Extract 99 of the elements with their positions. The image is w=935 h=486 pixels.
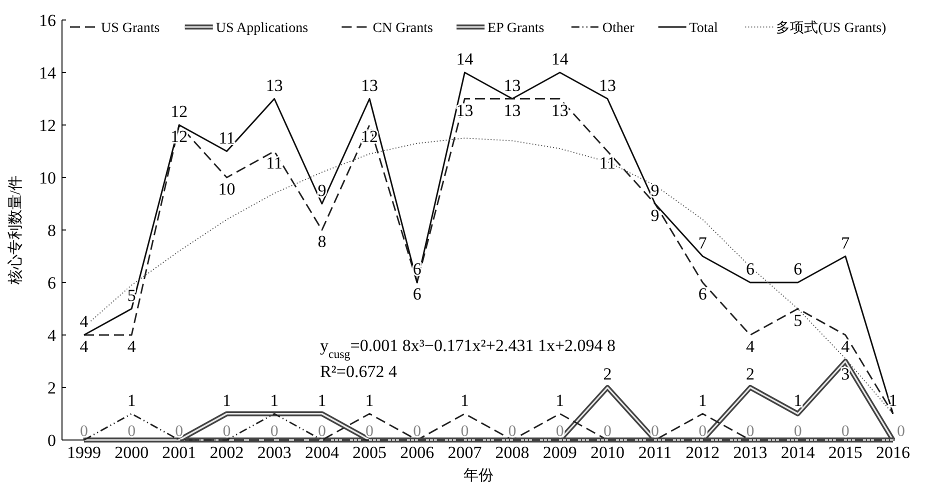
x-tick-label: 2013 bbox=[733, 443, 768, 462]
annotation: 0 bbox=[841, 423, 850, 440]
y-tick-label: 16 bbox=[39, 10, 56, 30]
data-label: 1 bbox=[318, 390, 326, 410]
annotation: 0 bbox=[698, 423, 707, 440]
legend-label: EP Grants bbox=[488, 21, 544, 36]
data-label: 7 bbox=[841, 233, 850, 252]
data-label: 5 bbox=[794, 310, 802, 330]
data-label: 3 bbox=[841, 364, 850, 384]
data-label: 13 bbox=[551, 100, 568, 120]
annotation: R²=0.672 4 bbox=[320, 362, 398, 381]
x-axis-title: 年份 bbox=[464, 467, 494, 484]
legend-label: US Grants bbox=[101, 21, 160, 36]
annotation: 0 bbox=[128, 423, 136, 440]
data-label: 13 bbox=[504, 76, 521, 95]
data-label: 1 bbox=[556, 390, 564, 410]
annotation: 0 bbox=[603, 423, 612, 440]
data-label: 13 bbox=[266, 76, 283, 95]
annotation: 0 bbox=[556, 423, 564, 440]
x-tick-label: 2011 bbox=[638, 443, 672, 462]
data-label: 12 bbox=[170, 102, 188, 121]
annotation: y$_{cusg}$=0.001 8x³−0.171x²+2.431 1x+2.094 8 bbox=[320, 336, 616, 361]
legend-label: 多项式(US Grants) bbox=[776, 20, 887, 36]
data-label: 14 bbox=[456, 50, 474, 68]
data-label: 1 bbox=[270, 390, 279, 410]
legend-label: Total bbox=[689, 21, 718, 36]
annotation: 0 bbox=[460, 423, 469, 440]
data-label: 7 bbox=[698, 233, 708, 252]
data-label: 13 bbox=[456, 100, 474, 120]
data-label: 2 bbox=[603, 364, 612, 384]
annotation: 0 bbox=[794, 423, 802, 440]
x-tick-label: 2000 bbox=[114, 443, 149, 462]
data-label: 6 bbox=[794, 260, 802, 278]
annotation: 0 bbox=[222, 423, 231, 440]
data-label: 4 bbox=[80, 312, 89, 331]
annotation: 0 bbox=[897, 423, 905, 440]
x-tick-label: 2014 bbox=[780, 443, 816, 462]
x-tick-label: 2012 bbox=[686, 443, 720, 462]
legend-label: Other bbox=[602, 21, 635, 36]
data-label: 10 bbox=[218, 180, 236, 198]
data-label: 9 bbox=[650, 206, 660, 225]
legend-label: CN Grants bbox=[372, 21, 433, 36]
y-tick-label: 4 bbox=[48, 326, 56, 345]
y-tick-label: 2 bbox=[48, 378, 56, 398]
annotation: 0 bbox=[80, 423, 88, 440]
data-label: 6 bbox=[746, 260, 754, 278]
data-label: 4 bbox=[746, 337, 755, 356]
data-label: 13 bbox=[504, 100, 521, 120]
x-tick-label: 2003 bbox=[257, 443, 292, 462]
annotation: 0 bbox=[175, 423, 184, 440]
data-label: 6 bbox=[698, 284, 707, 304]
data-label: 9 bbox=[650, 180, 660, 200]
data-label: 11 bbox=[218, 128, 235, 148]
x-tick-label: 2010 bbox=[590, 443, 624, 462]
x-tick-label: 2007 bbox=[448, 443, 482, 462]
x-tick-label: 2008 bbox=[495, 443, 530, 462]
x-tick-label: 2004 bbox=[304, 443, 340, 462]
y-tick-label: 6 bbox=[48, 273, 56, 292]
data-label: 8 bbox=[318, 232, 326, 251]
annotation: 0 bbox=[508, 423, 516, 440]
x-tick-label: 1999 bbox=[67, 443, 101, 462]
x-tick-label: 2002 bbox=[210, 443, 244, 462]
annotation: 0 bbox=[746, 423, 754, 440]
annotation: 0 bbox=[413, 423, 422, 440]
data-label: 2 bbox=[746, 364, 754, 384]
y-tick-label: 8 bbox=[48, 220, 56, 240]
data-label: 11 bbox=[599, 153, 616, 172]
data-label: 9 bbox=[318, 180, 326, 200]
annotation: 0 bbox=[270, 423, 278, 440]
data-label: 6 bbox=[412, 284, 422, 304]
y-tick-label: 14 bbox=[39, 63, 56, 82]
x-tick-label: 2006 bbox=[400, 443, 434, 462]
x-tick-label: 2005 bbox=[352, 443, 387, 462]
legend-label: US Applications bbox=[216, 21, 308, 36]
data-label: 1 bbox=[222, 390, 232, 410]
data-label: 14 bbox=[551, 50, 569, 68]
x-tick-label: 2001 bbox=[162, 443, 196, 462]
y-tick-label: 10 bbox=[39, 168, 56, 188]
data-label: 1 bbox=[794, 390, 802, 410]
annotation: 0 bbox=[318, 423, 326, 440]
data-label: 1 bbox=[698, 390, 707, 410]
data-label: 1 bbox=[127, 390, 136, 410]
data-label: 11 bbox=[266, 153, 283, 172]
data-label: 1 bbox=[365, 390, 374, 410]
y-tick-label: 12 bbox=[39, 116, 56, 135]
data-label: 4 bbox=[841, 337, 850, 356]
annotation: 0 bbox=[366, 423, 374, 440]
data-label: 1 bbox=[888, 390, 898, 410]
data-label: 1 bbox=[460, 390, 469, 410]
data-label: 13 bbox=[598, 76, 616, 95]
y-axis-title: 核心专利数量/件 bbox=[7, 175, 24, 286]
data-label: 4 bbox=[127, 337, 136, 356]
x-tick-label: 2015 bbox=[828, 443, 862, 462]
x-tick-label: 2009 bbox=[542, 443, 577, 462]
annotation: 0 bbox=[651, 423, 660, 440]
data-label: 13 bbox=[361, 76, 378, 95]
data-label: 4 bbox=[80, 337, 89, 356]
x-tick-label: 2016 bbox=[876, 443, 910, 462]
y-tick-label: 0 bbox=[48, 430, 56, 450]
